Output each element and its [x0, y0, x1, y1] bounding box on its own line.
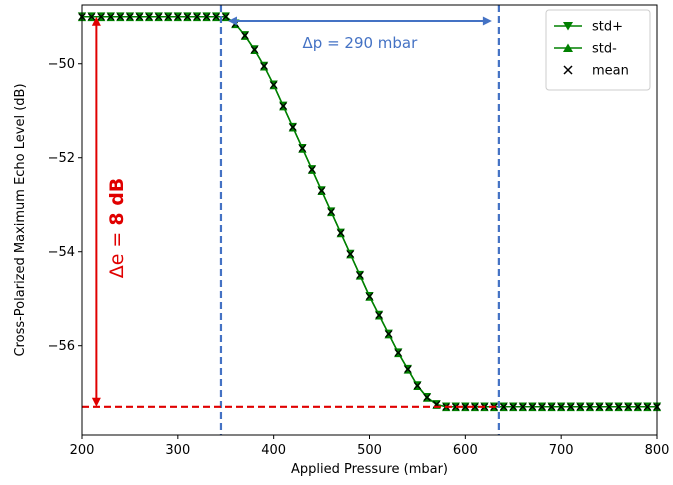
x-tick-label: 500	[357, 443, 382, 458]
legend-label-std+: std+	[592, 20, 623, 35]
data-point-mean	[327, 208, 335, 216]
delta-e-prefix: Δe =	[106, 226, 128, 279]
data-point-mean	[519, 403, 527, 411]
data-point-mean	[595, 403, 604, 411]
data-point-mean	[183, 13, 192, 21]
data-point-mean	[107, 13, 115, 21]
data-point-mean	[241, 31, 249, 40]
data-point-mean	[586, 403, 594, 411]
x-tick-label: 200	[70, 443, 95, 458]
data-point-mean	[634, 403, 642, 411]
x-tick-label: 700	[549, 443, 574, 458]
data-point-mean	[528, 403, 537, 411]
data-point-mean	[155, 13, 163, 21]
data-point-mean	[643, 403, 652, 411]
x-axis-label: Applied Pressure (mbar)	[291, 462, 448, 477]
data-point-mean	[500, 403, 508, 411]
x-tick-label: 300	[165, 443, 190, 458]
x-tick-label: 800	[645, 443, 670, 458]
delta-e-arrowhead-top	[91, 16, 101, 26]
data-point-mean	[202, 13, 211, 21]
data-point-mean	[116, 13, 124, 21]
data-point-mean	[308, 165, 316, 174]
legend-marker-std-	[563, 43, 573, 52]
data-point-mean	[260, 62, 268, 70]
x-tick-label: 400	[261, 443, 286, 458]
legend-label-mean: mean	[592, 64, 629, 79]
data-point-mean	[452, 403, 460, 411]
data-point-mean	[87, 13, 96, 21]
legend-item-std+: std+	[554, 20, 623, 35]
data-point-mean	[317, 186, 326, 195]
data-point-mean	[404, 365, 412, 373]
data-point-mean	[337, 229, 345, 237]
data-point-mean	[471, 403, 479, 411]
data-point-mean	[164, 13, 172, 21]
data-point-mean	[250, 45, 259, 54]
data-point-mean	[174, 13, 182, 21]
data-point-mean	[605, 403, 613, 411]
data-point-mean	[135, 13, 144, 21]
data-point-mean	[222, 13, 230, 21]
y-tick-label: −54	[48, 245, 75, 260]
data-point-mean	[624, 403, 632, 411]
data-point-mean	[126, 13, 134, 21]
data-point-mean	[145, 13, 153, 21]
data-point-mean	[279, 102, 287, 110]
data-point-mean	[538, 403, 546, 411]
legend-item-std-: std-	[554, 42, 617, 57]
legend-marker-mean	[563, 65, 573, 75]
data-point-mean	[97, 13, 105, 21]
delta-p-arrowhead-left	[227, 16, 237, 26]
legend-box	[545, 9, 651, 91]
delta-e-label: Δe = 8 dB	[106, 178, 128, 279]
data-point-mean	[365, 292, 374, 301]
data-point-mean	[289, 123, 297, 131]
data-point-mean	[509, 403, 517, 411]
data-point-mean	[356, 271, 364, 279]
data-point-mean	[193, 13, 201, 21]
legend-marker-std+	[563, 22, 573, 31]
data-point-mean	[385, 330, 393, 338]
data-point-mean	[547, 403, 556, 411]
data-point-mean	[394, 349, 402, 357]
legend-label-std-: std-	[592, 42, 617, 57]
delta-e-arrowhead-bottom	[91, 397, 101, 407]
x-tick-label: 600	[453, 443, 478, 458]
legend-item-mean: mean	[563, 64, 629, 79]
delta-p-label: Δp = 290 mbar	[303, 34, 419, 52]
data-point-mean	[270, 81, 278, 89]
delta-e-value: 8 dB	[106, 178, 128, 226]
data-point-mean	[557, 403, 565, 411]
data-point-mean	[615, 403, 623, 411]
ticks-layer: 200 300 400 500 600 700 800 −50 −52 −54 −56	[48, 57, 670, 458]
data-point-mean	[298, 144, 307, 152]
data-point-mean	[413, 381, 422, 390]
series-mean	[78, 13, 661, 411]
delta-p-arrowhead-right	[482, 16, 492, 26]
y-tick-label: −52	[48, 151, 75, 166]
data-point-mean	[576, 403, 584, 411]
data-point-mean	[567, 403, 575, 411]
y-axis-label: Cross-Polarized Maximum Echo Level (dB)	[13, 83, 28, 356]
annotation-layer: Δp = 290 mbar Δe = 8 dB	[82, 5, 500, 435]
legend: std+ std-mean	[545, 9, 651, 91]
y-tick-label: −56	[48, 339, 75, 354]
data-point-mean	[423, 393, 431, 402]
data-point-mean	[461, 403, 469, 411]
data-point-mean	[346, 250, 354, 258]
y-tick-label: −50	[48, 57, 75, 72]
data-point-mean	[212, 13, 220, 21]
data-point-mean	[375, 311, 383, 319]
